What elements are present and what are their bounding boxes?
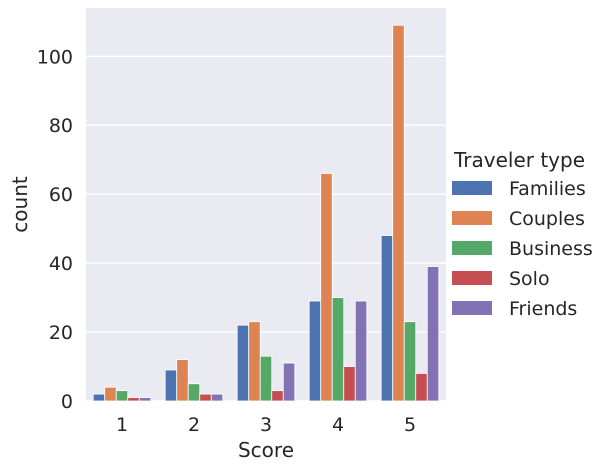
- bar-families-5: [380, 235, 394, 402]
- x-tick-label: 4: [332, 414, 344, 436]
- bar-friends-2: [210, 393, 224, 402]
- bar-friends-5: [426, 266, 440, 402]
- legend-title: Traveler type: [453, 148, 585, 172]
- bar-couples-4: [320, 173, 333, 402]
- y-tick-label: 0: [61, 391, 73, 413]
- legend-swatch-business: [452, 241, 492, 255]
- bar-solo-5: [415, 373, 428, 402]
- legend-label: Business: [509, 238, 593, 260]
- legend-swatch-families: [452, 181, 492, 195]
- legend: Traveler type Families Couples Business Sol…: [452, 148, 593, 320]
- legend-swatch-couples: [452, 211, 492, 225]
- legend-label: Solo: [509, 268, 550, 290]
- bar-families-4: [308, 300, 322, 402]
- bar-solo-1: [127, 397, 140, 402]
- bar-friends-3: [282, 362, 296, 402]
- x-tick-label: 5: [404, 414, 416, 436]
- bar-business-5: [403, 321, 417, 402]
- bar-friends-1: [138, 397, 152, 402]
- legend-swatch-solo: [452, 271, 492, 285]
- y-tick-label: 100: [37, 46, 73, 68]
- bar-families-2: [164, 369, 178, 402]
- x-tick-label: 1: [116, 414, 128, 436]
- bar-business-1: [115, 390, 129, 402]
- y-tick-label: 80: [49, 115, 73, 137]
- y-tick-label: 40: [49, 253, 73, 275]
- bar-solo-4: [343, 366, 356, 402]
- y-tick-labels: 0 20 40 60 80 100: [37, 46, 73, 413]
- bar-couples-1: [104, 386, 117, 402]
- bar-families-1: [92, 393, 106, 402]
- bar-couples-3: [248, 321, 261, 402]
- bar-solo-2: [199, 393, 212, 402]
- legend-label: Friends: [509, 298, 577, 320]
- bars: [92, 24, 440, 402]
- bar-business-2: [187, 383, 201, 402]
- bar-business-4: [331, 297, 345, 402]
- legend-label: Couples: [509, 208, 585, 230]
- bar-couples-2: [176, 359, 189, 402]
- bar-couples-5: [392, 24, 405, 402]
- x-axis-label: Score: [238, 438, 294, 462]
- y-tick-label: 20: [49, 322, 73, 344]
- legend-label: Families: [509, 178, 586, 200]
- y-axis-label: count: [8, 176, 32, 233]
- y-tick-label: 60: [49, 184, 73, 206]
- x-tick-label: 2: [188, 414, 200, 436]
- bar-families-3: [236, 324, 250, 402]
- bar-business-3: [259, 355, 273, 402]
- bar-solo-3: [271, 390, 284, 402]
- x-tick-labels: 1 2 3 4 5: [116, 414, 416, 436]
- x-tick-label: 3: [260, 414, 272, 436]
- legend-swatch-friends: [452, 301, 492, 315]
- bar-friends-4: [354, 300, 368, 402]
